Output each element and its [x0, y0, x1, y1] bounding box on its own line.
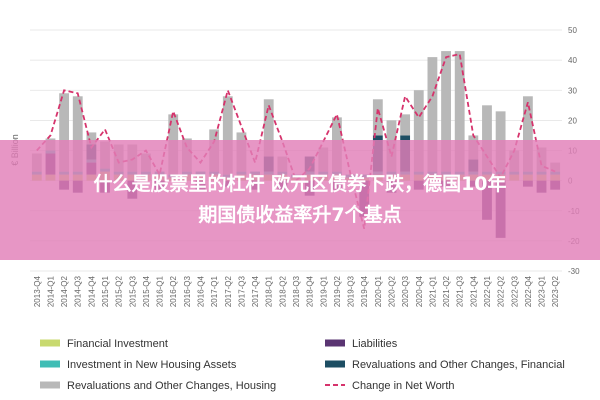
overlay-banner: 什么是股票里的杠杆 欧元区债券下跌，德国10年 期国债收益率升7个基点: [0, 140, 600, 260]
x-tick-label: 2016-Q3: [183, 275, 192, 307]
x-tick-label: 2020-Q1: [374, 275, 383, 307]
bar-segment: [522, 96, 533, 172]
bar-segment: [441, 51, 451, 172]
x-tick-label: 2014-Q2: [60, 275, 69, 307]
banner-line-1: 什么是股票里的杠杆 欧元区债券下跌，德国10年: [93, 172, 506, 195]
x-tick-label: 2022-Q2: [497, 275, 506, 307]
x-tick-label: 2013-Q4: [33, 275, 42, 307]
x-tick-label: 2015-Q1: [101, 275, 110, 307]
legend: Financial Investment Liabilities Investmen…: [40, 338, 565, 392]
legend-label: Liabilities: [352, 338, 398, 350]
legend-swatch: [40, 339, 60, 347]
bar-segment: [72, 96, 83, 172]
x-tick-label: 2021-Q3: [456, 275, 465, 307]
bar-segment: [263, 99, 274, 157]
x-tick-label: 2014-Q4: [87, 275, 96, 307]
bar-segment: [482, 105, 492, 172]
x-tick-label: 2016-Q2: [169, 275, 178, 307]
legend-swatch: [40, 381, 60, 389]
x-tick-label: 2018-Q3: [292, 275, 301, 307]
x-tick-label: 2022-Q4: [524, 275, 533, 307]
x-tick-label: 2021-Q1: [428, 275, 437, 307]
bar-segment: [222, 96, 233, 175]
bar-segment: [454, 51, 465, 172]
bar-segment: [59, 93, 70, 172]
y-tick-label: 50: [568, 26, 577, 35]
y-tick-label: 20: [568, 116, 577, 125]
x-tick-label: 2015-Q2: [115, 275, 124, 307]
x-tick-label: 2017-Q2: [224, 275, 233, 307]
banner-line-2: 期国债收益率升7个基点: [198, 203, 401, 226]
bar-segment: [413, 90, 424, 172]
x-tick-label: 2021-Q4: [469, 275, 478, 307]
x-tick-label: 2018-Q1: [265, 275, 274, 307]
x-tick-label: 2019-Q4: [360, 275, 369, 307]
x-tick-label: 2021-Q2: [442, 275, 451, 307]
x-tick-label: 2020-Q2: [387, 275, 396, 307]
x-tick-label: 2022-Q3: [510, 275, 519, 307]
x-tick-label: 2015-Q3: [128, 275, 137, 307]
x-tick-label: 2015-Q4: [142, 275, 151, 307]
legend-swatch: [325, 339, 345, 347]
x-tick-label: 2018-Q2: [278, 275, 287, 307]
legend-label: Revaluations and Other Changes, Financia…: [352, 359, 565, 371]
legend-label: Financial Investment: [67, 338, 168, 350]
legend-label: Revaluations and Other Changes, Housing: [67, 380, 276, 392]
x-tick-label: 2019-Q1: [319, 275, 328, 307]
x-tick-label: 2018-Q4: [306, 275, 315, 307]
legend-swatch: [325, 360, 345, 368]
y-tick-label: 40: [568, 56, 577, 65]
x-tick-label: 2017-Q4: [251, 275, 260, 307]
x-tick-label: 2017-Q1: [210, 275, 219, 307]
x-tick-label: 2014-Q1: [46, 275, 55, 307]
x-tick-label: 2019-Q3: [347, 275, 356, 307]
x-tick-label: 2023-Q1: [538, 275, 547, 307]
y-tick-label: -30: [568, 267, 580, 276]
y-tick-label: 30: [568, 86, 577, 95]
x-tick-label: 2020-Q3: [401, 275, 410, 307]
legend-label: Investment in New Housing Assets: [67, 359, 237, 371]
bar-segment: [427, 57, 438, 172]
x-tick-label: 2016-Q4: [197, 275, 206, 307]
x-tick-label: 2017-Q3: [237, 275, 246, 307]
bar-segment: [372, 99, 383, 136]
x-axis-ticks: 2013-Q4 2014-Q1 2014-Q2 2014-Q3 2014-Q4 2015-…: [33, 275, 560, 307]
legend-swatch: [40, 360, 60, 368]
x-tick-label: 2020-Q4: [415, 275, 424, 307]
legend-label: Change in Net Worth: [352, 380, 455, 392]
x-tick-label: 2022-Q1: [483, 275, 492, 307]
banner-background: [0, 140, 600, 260]
x-tick-label: 2016-Q1: [156, 275, 165, 307]
x-tick-label: 2014-Q3: [74, 275, 83, 307]
bar-segment: [400, 114, 411, 136]
x-tick-label: 2019-Q2: [333, 275, 342, 307]
x-tick-label: 2023-Q2: [551, 275, 560, 307]
bar-segment: [86, 132, 97, 145]
